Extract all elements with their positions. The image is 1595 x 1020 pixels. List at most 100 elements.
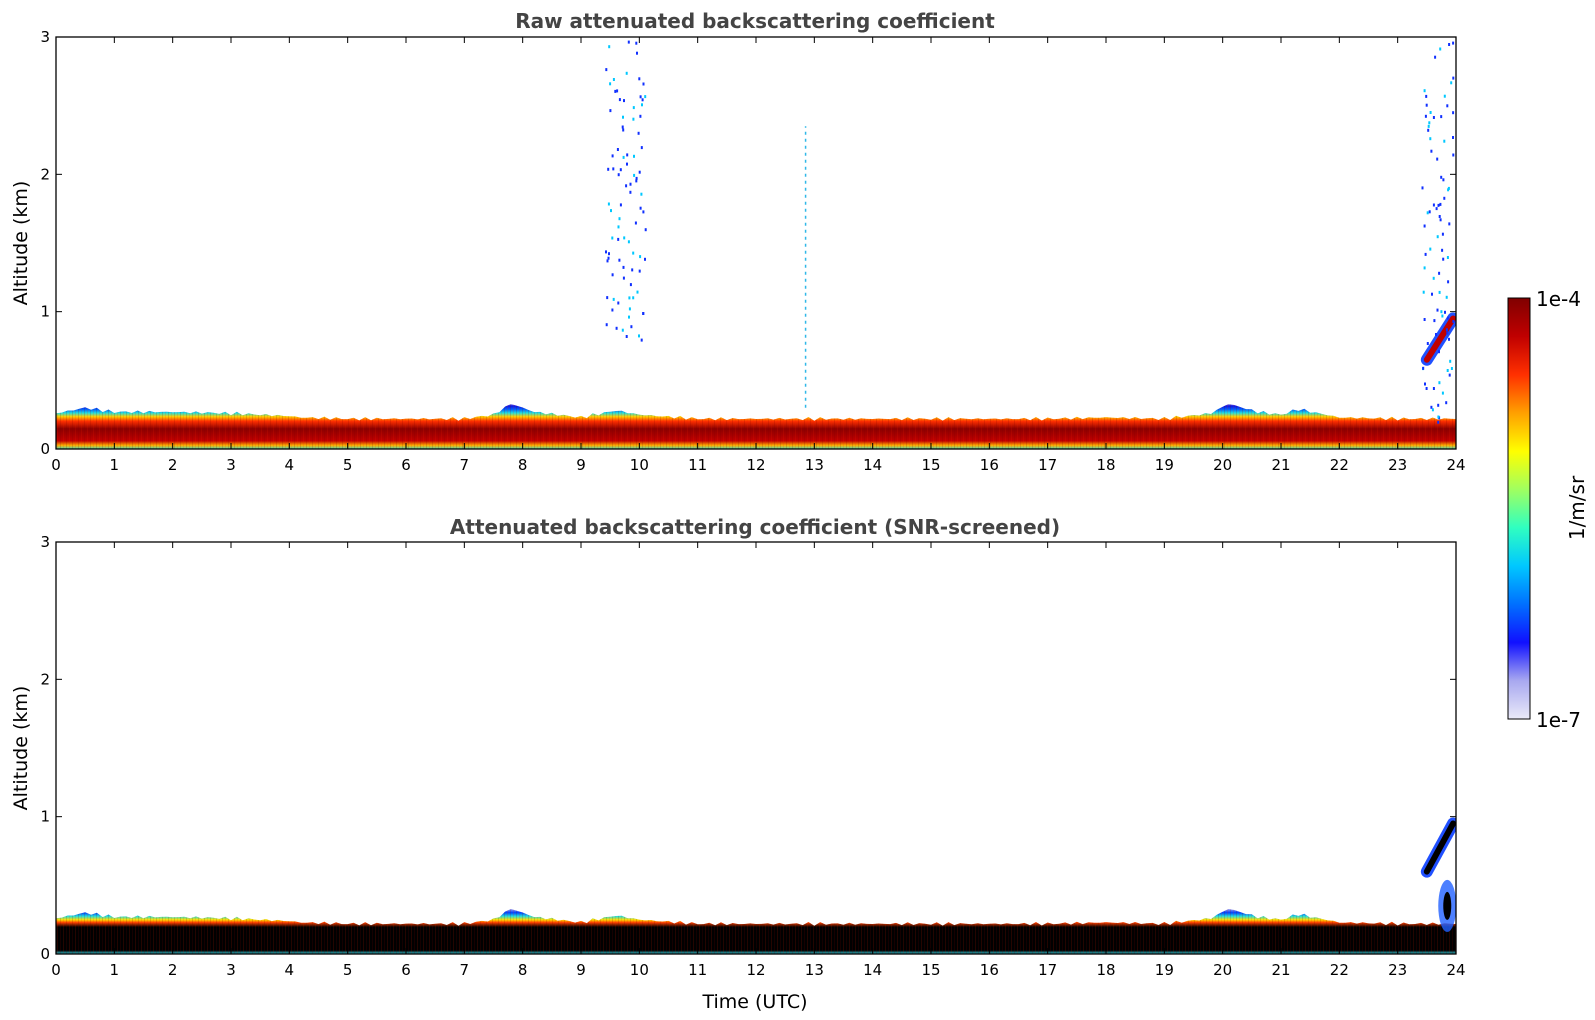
scatter-speck	[608, 252, 610, 256]
x-tick-label: 8	[518, 961, 528, 979]
y-tick-label: 0	[40, 440, 50, 458]
scatter-speck	[1445, 328, 1448, 332]
x-tick-label: 15	[921, 961, 940, 979]
scatter-speck	[618, 258, 621, 262]
x-tick-label: 2	[168, 456, 178, 474]
scatter-speck	[1443, 139, 1446, 143]
x-tick-label: 0	[51, 961, 61, 979]
scatter-speck	[1446, 369, 1449, 372]
x-tick-label: 23	[1388, 961, 1407, 979]
scatter-speck	[1422, 366, 1425, 370]
scatter-speck	[1422, 290, 1425, 294]
scatter-speck	[607, 256, 610, 260]
scatter-speck	[629, 182, 632, 186]
x-tick-label: 3	[226, 961, 236, 979]
scatter-speck	[1423, 89, 1426, 93]
scatter-speck	[641, 98, 644, 102]
scatter-speck	[1425, 94, 1428, 98]
scatter-speck	[629, 190, 632, 194]
scatter-speck	[619, 203, 622, 207]
scatter-speck	[1432, 387, 1435, 390]
scatter-speck	[617, 237, 620, 241]
scatter-speck	[1445, 295, 1448, 299]
scatter-speck	[1437, 415, 1440, 419]
scatter-speck	[1441, 314, 1444, 318]
scatter-speck	[633, 173, 636, 177]
scatter-speck	[1448, 43, 1451, 46]
scatter-speck	[1438, 290, 1441, 294]
scatter-speck	[1445, 401, 1448, 405]
rising-layer-core	[1423, 315, 1456, 363]
scatter-speck	[1424, 252, 1427, 256]
x-tick-label: 22	[1330, 456, 1349, 474]
scatter-speck	[1432, 116, 1435, 119]
scatter-speck	[638, 269, 641, 273]
scatter-speck	[611, 308, 614, 312]
scatter-speck	[615, 326, 618, 330]
scatter-speck	[1437, 203, 1440, 207]
scatter-speck	[1450, 81, 1453, 85]
scatter-speck	[623, 236, 626, 240]
scatter-speck	[1452, 41, 1455, 45]
scatter-speck	[625, 184, 628, 188]
scatter-speck	[1424, 114, 1427, 118]
y-axis-label: Altitude (km)	[10, 181, 32, 306]
scatter-speck	[618, 217, 621, 221]
scatter-speck	[622, 155, 625, 159]
scatter-speck	[1443, 94, 1446, 98]
scatter-speck	[639, 255, 642, 259]
scatter-speck	[622, 265, 625, 269]
scatter-speck	[1421, 186, 1424, 190]
x-tick-label: 5	[343, 961, 353, 979]
scatter-speck	[637, 131, 640, 135]
axis-ticks: 0 1 2 3 4 5 6 7 8 9 10 11 12 13 14 15 16 17 18 19 20 21 22 23 24…	[40, 28, 1465, 474]
rising-layer-core	[1423, 820, 1456, 875]
colorbar-max-label: 1e-4	[1536, 287, 1581, 311]
scatter-speck	[1437, 420, 1440, 424]
scatter-speck	[639, 206, 642, 210]
scatter-speck	[621, 125, 624, 129]
scatter-speck	[639, 114, 642, 118]
scatter-speck	[1449, 359, 1452, 363]
x-tick-label: 4	[285, 456, 295, 474]
scatter-speck	[628, 296, 631, 300]
x-tick-label: 9	[576, 961, 586, 979]
scatter-speck	[1438, 350, 1440, 354]
x-tick-label: 22	[1330, 961, 1349, 979]
scatter-speck	[612, 78, 615, 81]
x-tick-label: 24	[1446, 961, 1465, 979]
scatter-speck	[635, 179, 638, 183]
scatter-speck	[625, 335, 628, 338]
scatter-speck	[1441, 391, 1444, 395]
scatter-speck	[1448, 373, 1451, 377]
scatter-speck	[1441, 232, 1444, 236]
scatter-speck	[636, 290, 639, 294]
scatter-speck	[628, 315, 630, 319]
scatter-speck	[605, 68, 608, 72]
x-tick-label: 9	[576, 456, 586, 474]
scatter-speck	[617, 173, 620, 177]
scatter-speck	[642, 312, 645, 315]
scatter-speck	[1440, 310, 1443, 314]
scatter-speck	[607, 167, 610, 171]
scatter-speck	[1435, 207, 1438, 211]
heatmap-area	[56, 40, 1456, 449]
x-tick-label: 7	[460, 456, 470, 474]
plot-frame	[55, 36, 1457, 450]
y-tick-label: 3	[40, 533, 50, 551]
scatter-speck	[1436, 308, 1439, 312]
scatter-speck	[1440, 115, 1443, 119]
scatter-speck	[616, 148, 619, 151]
scatter-speck	[644, 228, 647, 232]
scatter-speck	[1430, 405, 1433, 409]
x-tick-label: 12	[746, 456, 765, 474]
scatter-speck	[631, 268, 634, 272]
scatter-speck	[623, 99, 625, 103]
scatter-speck	[1433, 319, 1436, 323]
scatter-speck	[1447, 186, 1450, 190]
scatter-speck	[1427, 124, 1430, 128]
scatter-speck	[608, 45, 611, 49]
scatter-speck	[1431, 292, 1433, 296]
scatter-speck	[1432, 203, 1435, 207]
scatter-speck	[610, 209, 612, 213]
